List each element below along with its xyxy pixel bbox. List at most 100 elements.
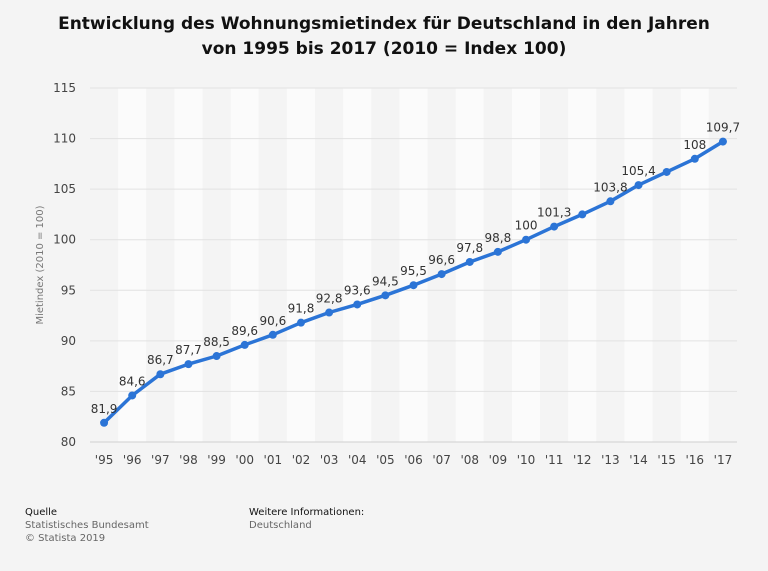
y-tick-label: 110 xyxy=(53,132,76,146)
x-tick-label: '00 xyxy=(235,453,254,467)
column-band xyxy=(90,88,119,442)
y-tick-label: 80 xyxy=(61,435,76,449)
x-tick-label: '11 xyxy=(545,453,564,467)
column-band xyxy=(511,88,541,442)
data-point[interactable] xyxy=(550,222,559,231)
data-label: 89,6 xyxy=(231,324,258,338)
x-tick-label: '98 xyxy=(179,453,198,467)
data-label: 103,8 xyxy=(593,180,627,194)
y-tick-label: 115 xyxy=(53,81,76,95)
data-point[interactable] xyxy=(465,257,474,266)
column-band xyxy=(230,88,259,442)
y-tick-label: 95 xyxy=(61,283,76,297)
info-block: Weitere Informationen: Deutschland xyxy=(249,506,364,532)
column-band xyxy=(399,88,428,442)
x-tick-label: '14 xyxy=(629,453,648,467)
column-band xyxy=(483,88,512,442)
data-point[interactable] xyxy=(296,318,305,327)
column-band xyxy=(680,88,709,442)
data-label: 90,6 xyxy=(259,314,286,328)
data-label: 88,5 xyxy=(203,335,230,349)
data-point[interactable] xyxy=(353,300,362,309)
data-points xyxy=(100,137,727,427)
source-block: Quelle Statistisches Bundesamt © Statist… xyxy=(25,506,149,545)
x-tick-label: '09 xyxy=(489,453,508,467)
info-value: Deutschland xyxy=(249,520,312,531)
column-band xyxy=(174,88,203,442)
x-tick-label: '07 xyxy=(432,453,451,467)
data-label: 94,5 xyxy=(372,274,399,288)
data-label: 81,9 xyxy=(91,402,118,416)
data-label: 98,8 xyxy=(485,231,512,245)
data-label: 93,6 xyxy=(344,283,371,297)
column-band xyxy=(427,88,456,442)
x-tick-label: '01 xyxy=(264,453,283,467)
data-point[interactable] xyxy=(578,210,587,219)
data-point[interactable] xyxy=(409,281,418,290)
data-point[interactable] xyxy=(606,197,615,206)
data-point[interactable] xyxy=(128,391,137,400)
column-band xyxy=(286,88,316,442)
data-point[interactable] xyxy=(212,352,221,361)
data-label: 97,8 xyxy=(456,241,483,255)
x-tick-label: '16 xyxy=(686,453,705,467)
column-band xyxy=(568,88,597,442)
column-band xyxy=(371,88,400,442)
data-point[interactable] xyxy=(718,137,727,146)
data-point[interactable] xyxy=(493,247,502,256)
data-point[interactable] xyxy=(268,330,277,339)
column-band xyxy=(540,88,569,442)
y-tick-label: 85 xyxy=(61,384,76,398)
x-tick-label: '13 xyxy=(601,453,620,467)
column-band xyxy=(652,88,681,442)
column-band xyxy=(624,88,653,442)
source-name[interactable]: Statistisches Bundesamt xyxy=(25,520,149,531)
data-label: 105,4 xyxy=(621,164,655,178)
x-tick-label: '02 xyxy=(292,453,311,467)
x-tick-label: '12 xyxy=(573,453,592,467)
column-band xyxy=(202,88,231,442)
data-point[interactable] xyxy=(381,291,390,300)
data-point[interactable] xyxy=(522,235,531,244)
data-point[interactable] xyxy=(240,340,249,349)
data-label: 92,8 xyxy=(316,292,343,306)
chart-title: Entwicklung des Wohnungsmietindex für De… xyxy=(0,12,768,62)
data-point[interactable] xyxy=(100,418,109,427)
data-point[interactable] xyxy=(156,370,165,379)
data-point[interactable] xyxy=(690,154,699,163)
y-tick-label: 100 xyxy=(53,233,76,247)
y-tick-label: 105 xyxy=(53,182,76,196)
column-band xyxy=(146,88,175,442)
x-tick-label: '97 xyxy=(151,453,170,467)
x-tick-label: '15 xyxy=(657,453,676,467)
chart-title-line-2: von 1995 bis 2017 (2010 = Index 100) xyxy=(201,39,567,59)
data-point[interactable] xyxy=(184,360,193,369)
y-axis-ticks: 80 85 90 95 100 105 110 115 xyxy=(53,81,76,449)
data-labels: 81,984,686,787,788,589,690,691,892,893,6… xyxy=(91,121,740,416)
x-tick-label: '10 xyxy=(517,453,536,467)
x-tick-label: '96 xyxy=(123,453,142,467)
column-band xyxy=(118,88,147,442)
data-label: 91,8 xyxy=(288,302,315,316)
copyright: © Statista 2019 xyxy=(25,533,106,544)
data-label: 86,7 xyxy=(147,353,174,367)
data-label: 84,6 xyxy=(119,374,146,388)
data-label: 108 xyxy=(683,138,706,152)
x-tick-label: '17 xyxy=(714,453,733,467)
x-tick-label: '99 xyxy=(207,453,226,467)
data-label: 87,7 xyxy=(175,343,202,357)
column-band xyxy=(258,88,287,442)
y-axis-label: Mietindex (2010 = 100) xyxy=(35,205,46,324)
x-tick-label: '06 xyxy=(404,453,423,467)
data-point[interactable] xyxy=(437,270,446,279)
x-tick-label: '05 xyxy=(376,453,395,467)
data-point[interactable] xyxy=(634,181,643,190)
data-point[interactable] xyxy=(662,167,671,176)
x-tick-label: '95 xyxy=(95,453,114,467)
column-bands xyxy=(90,88,737,442)
data-point[interactable] xyxy=(325,308,334,317)
data-label: 100 xyxy=(515,219,538,233)
x-tick-label: '08 xyxy=(460,453,479,467)
info-heading: Weitere Informationen: xyxy=(249,507,365,518)
